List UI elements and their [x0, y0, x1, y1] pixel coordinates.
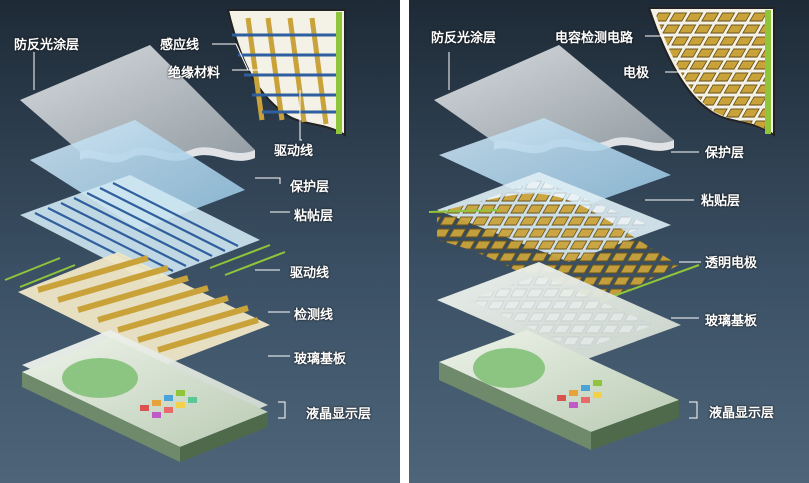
left-label-glass: 玻璃基板 — [294, 352, 347, 367]
right-diagram-panel: 防反光涂层 电容检测电路 电极 保护层 粘贴层 透明电极 玻璃基板 液晶显示层 — [409, 0, 809, 483]
right-label-glass: 玻璃基板 — [705, 314, 758, 329]
right-leader-lines — [448, 35, 701, 419]
left-label-lcd: 液晶显示层 — [306, 407, 372, 422]
left-inset-detail — [226, 9, 346, 137]
left-label-anti-reflective: 防反光涂层 — [14, 38, 80, 53]
right-protective-layer — [439, 118, 671, 213]
left-lcd-layer — [22, 337, 268, 462]
right-glass-layer — [437, 262, 681, 362]
left-detect-layer — [4, 244, 286, 365]
right-label-anti-reflective: 防反光涂层 — [431, 31, 497, 46]
left-diagram-panel: 防反光涂层 感应线 绝缘材料 驱动线 保护层 粘帖层 驱动线 检测线 玻璃基板 … — [0, 0, 400, 483]
left-lcd-icons — [140, 390, 197, 418]
right-diagram-graphic — [428, 7, 775, 450]
left-label-drive-line-top: 驱动线 — [274, 144, 314, 159]
left-diagram-graphic — [4, 9, 346, 462]
left-label-sense-line: 感应线 — [160, 38, 200, 53]
left-leader-lines — [33, 43, 302, 419]
left-label-insulation: 绝缘材料 — [168, 66, 221, 81]
left-label-drive-line: 驱动线 — [290, 266, 330, 281]
right-label-adhesive: 粘贴层 — [701, 194, 741, 209]
right-inset-detail — [647, 7, 775, 137]
right-label-capacitive-circuit: 电容检测电路 — [555, 31, 634, 46]
left-protective-layer — [30, 120, 245, 230]
left-label-detect-line: 检测线 — [294, 308, 334, 323]
right-lcd-icons — [557, 380, 602, 408]
right-lcd-layer — [439, 330, 679, 450]
right-label-lcd: 液晶显示层 — [709, 406, 775, 421]
left-label-protective: 保护层 — [290, 180, 330, 195]
right-label-protective: 保护层 — [705, 146, 745, 161]
right-label-transparent-electrode: 透明电极 — [705, 256, 758, 271]
left-label-adhesive: 粘帖层 — [294, 209, 334, 224]
right-label-electrode: 电极 — [623, 66, 650, 81]
